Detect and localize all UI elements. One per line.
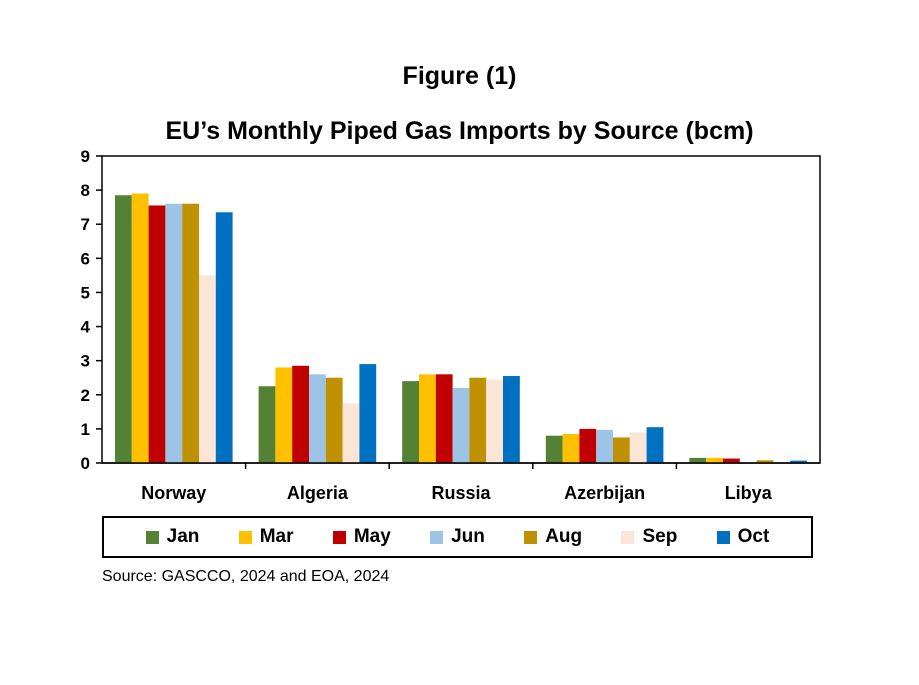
bar-sep-russia (486, 379, 503, 463)
chart-title: EU’s Monthly Piped Gas Imports by Source… (165, 117, 754, 145)
bar-jun-russia (452, 387, 470, 463)
legend-swatch (145, 530, 159, 544)
bar-may-libya (723, 458, 740, 463)
y-tick-label: 0 (81, 454, 90, 473)
legend-item-jun: Jun (430, 526, 485, 548)
bar-may-azerbijan (579, 428, 597, 463)
bar-mar-russia (419, 374, 436, 463)
y-tick-label: 3 (81, 352, 90, 371)
legend-swatch (716, 530, 730, 544)
bar-sep-norway (199, 275, 216, 463)
legend-label: Jun (451, 526, 485, 547)
bar-sep-algeria (342, 403, 360, 463)
bar-oct-libya (790, 460, 807, 463)
bar-mar-libya (706, 457, 723, 463)
legend-swatch (238, 530, 252, 544)
bar-jun-norway (165, 203, 183, 463)
bar-jun-algeria (309, 374, 326, 463)
legend-swatch (332, 530, 346, 544)
legend-item-mar: Mar (238, 526, 294, 548)
x-tick-label: Libya (725, 483, 773, 503)
bar-oct-norway (215, 212, 233, 463)
legend-item-may: May (332, 526, 391, 548)
legend-swatch (621, 530, 635, 544)
legend-item-oct: Oct (716, 526, 770, 548)
legend-item-jan: Jan (145, 526, 200, 548)
bar-aug-russia (469, 377, 487, 463)
legend-item-sep: Sep (621, 526, 677, 548)
bar-jan-russia (402, 381, 419, 463)
source-note: Source: GASCCO, 2024 and EOA, 2024 (102, 568, 390, 585)
bar-mar-algeria (275, 367, 293, 463)
bar-aug-algeria (325, 377, 343, 463)
x-tick-label: Algeria (287, 483, 349, 503)
bar-may-norway (148, 205, 166, 463)
bar-chart: 0 1 2 3 4 5 6 7 8 9 Norway Algeria Russia Azerbijan Li… (81, 147, 821, 503)
y-tick-label: 2 (81, 386, 90, 405)
legend-label: Sep (642, 526, 678, 547)
legend-label: May (353, 526, 391, 547)
x-tick-label: Azerbijan (564, 483, 645, 503)
bar-aug-azerbijan (613, 437, 630, 463)
bar-sep-azerbijan (629, 432, 647, 463)
bar-oct-russia (503, 376, 520, 463)
figure-label: Figure (1) (402, 62, 517, 90)
y-tick-label: 4 (81, 318, 91, 337)
legend-swatch (430, 530, 444, 544)
bar-oct-algeria (359, 364, 377, 463)
legend: Jan Mar May Jun Aug Sep Oct (102, 516, 813, 558)
legend-swatch (524, 530, 538, 544)
bar-aug-libya (756, 460, 774, 463)
legend-label: Mar (259, 526, 294, 547)
bar-jan-azerbijan (545, 435, 563, 463)
y-tick-label: 5 (81, 283, 90, 302)
bar-aug-norway (182, 203, 199, 463)
legend-label: Oct (737, 526, 770, 547)
legend-label: Aug (545, 526, 583, 547)
bar-oct-azerbijan (646, 427, 664, 463)
x-tick-label: Norway (141, 483, 206, 503)
legend-item-aug: Aug (524, 526, 582, 548)
bar-mar-azerbijan (562, 434, 580, 463)
y-tick-label: 9 (81, 147, 90, 166)
bar-jan-libya (689, 457, 707, 463)
y-tick-label: 1 (81, 420, 90, 439)
y-tick-label: 8 (81, 181, 90, 200)
bar-may-algeria (292, 365, 309, 463)
x-tick-label: Russia (431, 483, 491, 503)
bar-jan-algeria (258, 386, 276, 463)
bar-may-russia (435, 374, 453, 463)
y-tick-label: 6 (81, 249, 90, 268)
legend-label: Jan (166, 526, 200, 547)
bar-jan-norway (115, 195, 132, 463)
bar-mar-norway (131, 193, 149, 463)
y-tick-label: 7 (81, 215, 90, 234)
bar-jun-azerbijan (596, 429, 613, 463)
